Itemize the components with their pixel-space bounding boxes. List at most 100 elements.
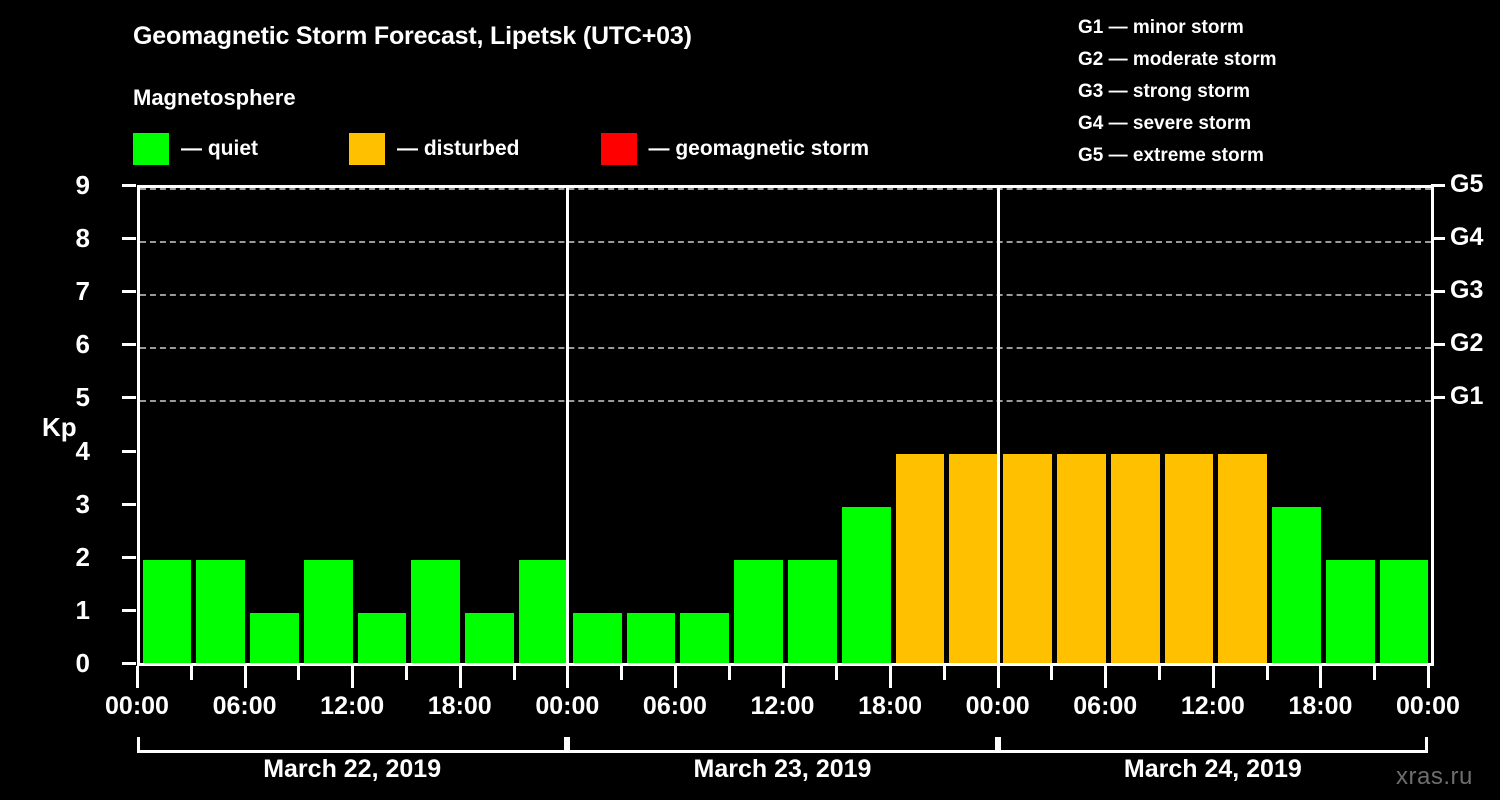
chart-subtitle: Magnetosphere: [133, 85, 296, 110]
x-tick-3: [297, 666, 301, 680]
bar: [1056, 453, 1106, 666]
bar: [1272, 506, 1321, 666]
x-tick-22: [1319, 666, 1323, 688]
y-tick-label-2: 2: [75, 541, 90, 572]
x-axis-label-3: 18:00: [427, 692, 492, 720]
y-tick-label-0: 0: [75, 648, 90, 678]
g-tick-label-G3: G3: [1450, 276, 1484, 305]
bar: [196, 559, 246, 666]
x-axis-line: [137, 663, 1431, 666]
x-axis-label-9: 06:00: [1073, 692, 1138, 720]
bar: [788, 559, 837, 666]
magnetosphere-legend: — quiet — disturbed — geomagnetic storm: [133, 133, 869, 165]
day-bracket-2: [567, 737, 998, 753]
bar: [1003, 453, 1052, 666]
x-tick-13: [835, 666, 839, 680]
bar: [572, 612, 622, 666]
day-label-1: March 22, 2019: [263, 755, 442, 783]
x-tick-5: [404, 666, 408, 680]
x-axis-label-2: 12:00: [320, 692, 385, 720]
g-scale-line-5: G5 — extreme storm: [1078, 145, 1264, 166]
legend-swatch-2: [600, 133, 637, 165]
bar: [357, 612, 407, 666]
gridline-kp-8: [140, 241, 1431, 244]
y-tick-mark-8: [122, 237, 136, 241]
x-tick-12: [781, 666, 785, 688]
page-title: Geomagnetic Storm Forecast, Lipetsk (UTC…: [133, 22, 692, 50]
x-tick-15: [942, 666, 946, 680]
x-tick-19: [1158, 666, 1162, 680]
g-tick-label-G2: G2: [1450, 329, 1484, 358]
g-scale-line-3: G3 — strong storm: [1078, 81, 1251, 102]
legend-swatch-0: [133, 133, 169, 165]
x-tick-16: [996, 666, 1000, 688]
g-scale-line-1: G1 — minor storm: [1078, 17, 1244, 38]
x-tick-18: [1104, 666, 1108, 688]
y-tick-label-3: 3: [75, 488, 90, 519]
gridline-kp-9: [140, 188, 1431, 190]
x-axis-label-12: 00:00: [1396, 692, 1460, 720]
x-tick-7: [512, 666, 516, 680]
x-axis-label-8: 00:00: [965, 692, 1030, 720]
x-tick-11: [727, 666, 731, 680]
g-scale-line-4: G4 — severe storm: [1078, 113, 1252, 134]
g-tick-mark-G4: [1431, 237, 1445, 241]
day-label-2: March 23, 2019: [693, 755, 872, 783]
bar: [1110, 453, 1160, 666]
x-tick-17: [1050, 666, 1054, 680]
g-scale-legend: G1 — minor storm G2 — moderate storm G3 — …: [1078, 12, 1277, 172]
y-tick-mark-3: [122, 502, 136, 506]
bar: [1325, 559, 1375, 666]
x-axis-label-7: 18:00: [858, 692, 923, 720]
bar: [142, 559, 192, 666]
y-tick-label-6: 6: [75, 329, 90, 360]
bar: [626, 612, 676, 666]
y-tick-mark-1: [122, 608, 136, 612]
bar: [1379, 559, 1429, 666]
bar: [465, 612, 515, 666]
bar: [250, 612, 299, 666]
y-tick-label-9: 9: [75, 170, 90, 200]
y-tick-mark-4: [122, 449, 136, 453]
bar: [841, 506, 891, 666]
y-tick-label-1: 1: [75, 594, 90, 625]
y-tick-label-4: 4: [75, 435, 90, 466]
x-tick-2: [243, 666, 247, 688]
x-axis-label-1: 06:00: [212, 692, 277, 720]
x-tick-14: [889, 666, 893, 688]
g-tick-label-G5: G5: [1450, 170, 1484, 198]
x-axis-label-6: 12:00: [750, 692, 815, 720]
y-tick-mark-2: [122, 555, 136, 559]
day-label-3: March 24, 2019: [1123, 755, 1302, 783]
plot-area: [137, 185, 1434, 666]
bar: [411, 559, 461, 666]
g-tick-mark-G3: [1431, 290, 1445, 294]
x-tick-10: [673, 666, 677, 688]
bar: [949, 453, 999, 666]
bar: [734, 559, 783, 666]
legend-item: — disturbed: [349, 133, 520, 165]
x-tick-1: [189, 666, 193, 680]
y-tick-mark-6: [122, 343, 136, 347]
g-scale-line-2: G2 — moderate storm: [1078, 49, 1277, 70]
x-tick-4: [351, 666, 355, 688]
y-tick-mark-9: [122, 184, 136, 187]
day-separator-2: [996, 185, 1000, 663]
g-tick-mark-G5: [1431, 184, 1445, 187]
x-tick-21: [1265, 666, 1269, 680]
x-tick-6: [458, 666, 462, 688]
x-axis-label-5: 06:00: [642, 692, 707, 720]
legend-item: — quiet: [133, 133, 258, 165]
x-axis-label-4: 00:00: [535, 692, 600, 720]
y-tick-mark-5: [122, 396, 136, 400]
x-tick-9: [620, 666, 624, 680]
x-tick-24: [1427, 666, 1430, 688]
x-axis-label-0: 00:00: [105, 692, 169, 720]
day-bracket-3: [997, 737, 1428, 753]
legend-label: — quiet: [181, 137, 258, 160]
gridline-kp-6: [140, 347, 1431, 350]
g-tick-label-G4: G4: [1450, 223, 1484, 252]
bar: [1164, 453, 1214, 666]
y-axis-title: Kp: [42, 412, 77, 442]
y-tick-mark-0: [122, 662, 136, 665]
